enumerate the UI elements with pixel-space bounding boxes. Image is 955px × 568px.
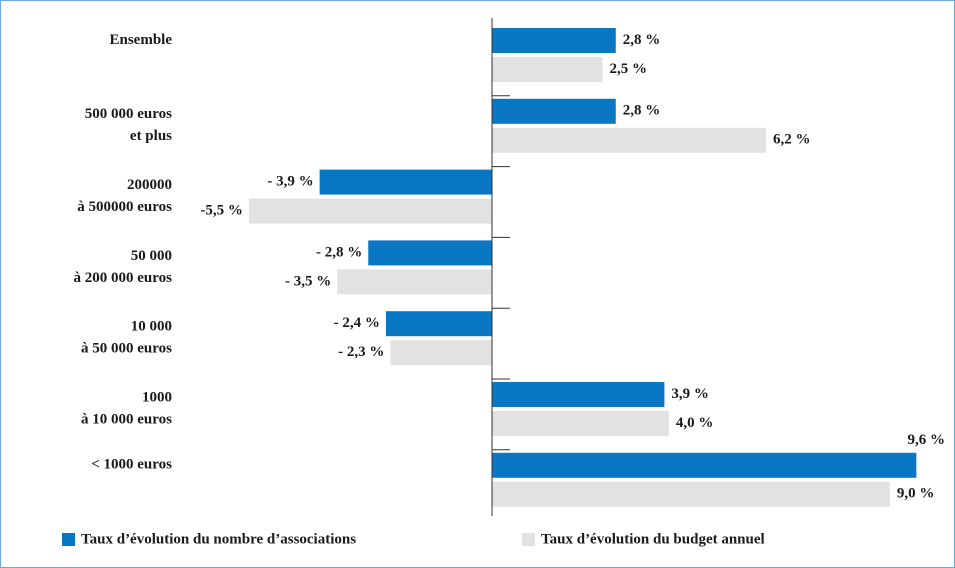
- legend-swatch: [62, 533, 75, 546]
- bar: [492, 452, 917, 478]
- value-label: -5,5 %: [200, 203, 243, 219]
- category-label: 1000: [142, 389, 172, 405]
- category-label: à 50 000 euros: [81, 341, 172, 357]
- category-label: Ensemble: [109, 32, 172, 48]
- category-label: 50 000: [131, 248, 172, 264]
- category-label: à 500000 euros: [77, 199, 172, 215]
- bar: [368, 240, 493, 266]
- value-label: 6,2 %: [773, 132, 811, 148]
- category-label: 200000: [127, 177, 172, 193]
- category-label: < 1000 euros: [91, 457, 172, 473]
- value-label: - 3,9 %: [267, 174, 313, 190]
- value-label: 2,5 %: [610, 61, 648, 77]
- value-label: - 2,8 %: [316, 244, 362, 260]
- bar: [385, 311, 493, 337]
- bar: [492, 382, 665, 407]
- value-label: - 2,3 %: [338, 344, 384, 360]
- bar: [492, 411, 669, 436]
- legend-label: Taux d’évolution du budget annuel: [541, 531, 765, 547]
- category-label: à 200 000 euros: [74, 270, 173, 286]
- bar: [492, 98, 616, 124]
- bar: [492, 127, 767, 153]
- value-label: 9,6 %: [908, 432, 946, 448]
- category-label: et plus: [130, 128, 172, 144]
- bar: [492, 481, 890, 507]
- category-label: 10 000: [131, 319, 172, 335]
- value-label: 2,8 %: [623, 32, 661, 48]
- bar: [492, 28, 616, 53]
- value-label: 2,8 %: [623, 103, 661, 119]
- value-label: - 3,5 %: [285, 273, 331, 289]
- bar: [319, 169, 493, 195]
- legend-label: Taux d’évolution du nombre d’association…: [81, 531, 356, 547]
- legend-swatch: [522, 533, 535, 546]
- value-label: 4,0 %: [676, 415, 714, 431]
- value-label: 3,9 %: [671, 386, 709, 402]
- bar: [337, 269, 493, 295]
- bar: [248, 198, 493, 224]
- bar: [390, 340, 493, 366]
- category-label: à 10 000 euros: [81, 411, 172, 427]
- bar: [492, 57, 603, 82]
- category-label: 500 000 euros: [85, 106, 172, 122]
- value-label: - 2,4 %: [334, 315, 380, 331]
- value-label: 9,0 %: [897, 486, 935, 502]
